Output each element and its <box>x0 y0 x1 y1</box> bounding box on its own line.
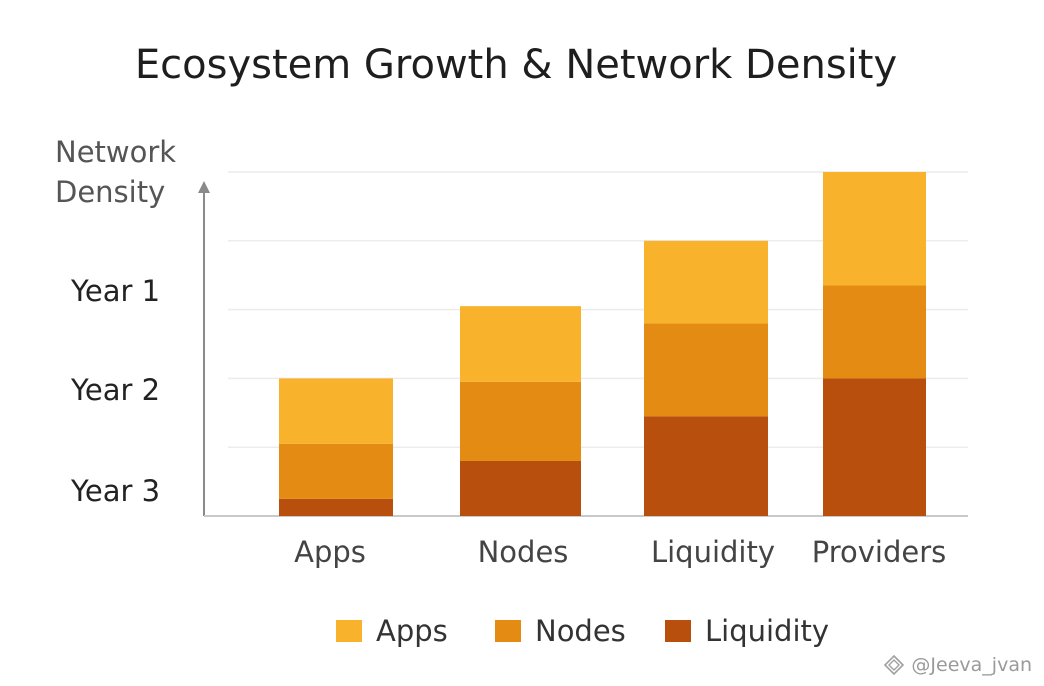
bar-segment-liquidity <box>644 416 768 516</box>
bar-segment-apps <box>823 172 926 286</box>
bar-segment-liquidity <box>279 498 393 516</box>
legend: Apps Nodes Liquidity <box>336 614 829 648</box>
y-axis-label-line-2: Density <box>55 175 165 209</box>
y-axis-arrow-icon <box>198 181 210 193</box>
bar-segment-nodes <box>460 381 581 461</box>
x-tick-label: Liquidity <box>651 535 775 569</box>
x-tick-label: Nodes <box>478 535 569 569</box>
y-tick-label: Year 1 <box>70 274 160 308</box>
y-tick-label: Year 3 <box>70 474 160 508</box>
legend-swatch-apps <box>336 620 362 642</box>
bar-segment-apps <box>460 306 581 382</box>
x-tick-labels: Apps Nodes Liquidity Providers <box>294 535 946 569</box>
y-axis-label-line-1: Network <box>55 135 176 169</box>
x-tick-label: Apps <box>294 535 366 569</box>
legend-swatch-liquidity <box>665 620 691 642</box>
legend-label-liquidity: Liquidity <box>705 614 829 648</box>
bar-segment-apps <box>279 378 393 444</box>
x-tick-label: Providers <box>812 535 947 569</box>
bar-segment-apps <box>644 240 768 324</box>
bar-segment-liquidity <box>823 378 926 516</box>
legend-label-nodes: Nodes <box>535 614 626 648</box>
bar-segment-nodes <box>279 443 393 499</box>
diamond-logo-icon <box>884 654 905 676</box>
y-tick-label: Year 2 <box>70 373 160 407</box>
bar-segment-nodes <box>644 323 768 417</box>
watermark: @Jeeva_jvan <box>883 654 1032 676</box>
bar-segment-nodes <box>823 285 926 379</box>
bar-segment-liquidity <box>460 460 581 516</box>
bars <box>279 172 926 516</box>
legend-label-apps: Apps <box>376 614 448 648</box>
legend-swatch-nodes <box>495 620 521 642</box>
watermark-text: @Jeeva_jvan <box>911 654 1032 676</box>
chart-title: Ecosystem Growth & Network Density <box>135 42 897 88</box>
